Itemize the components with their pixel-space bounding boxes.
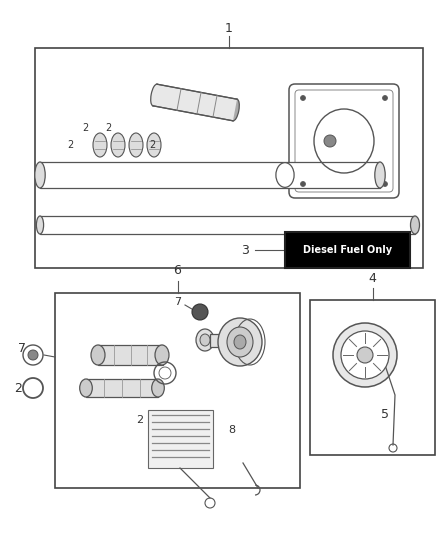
Bar <box>285 232 410 268</box>
Text: 2: 2 <box>105 123 111 133</box>
Bar <box>210 334 228 347</box>
Ellipse shape <box>227 327 253 357</box>
Ellipse shape <box>155 345 169 365</box>
Ellipse shape <box>129 133 143 157</box>
Polygon shape <box>153 84 237 121</box>
Ellipse shape <box>200 334 210 346</box>
Ellipse shape <box>91 345 105 365</box>
Text: 5: 5 <box>381 408 389 422</box>
Ellipse shape <box>147 133 161 157</box>
Text: 2: 2 <box>82 123 88 133</box>
Bar <box>55 293 300 488</box>
Ellipse shape <box>93 133 107 157</box>
Ellipse shape <box>196 329 214 351</box>
Ellipse shape <box>218 318 262 366</box>
Ellipse shape <box>152 379 164 397</box>
Text: 2: 2 <box>149 140 155 150</box>
Ellipse shape <box>333 323 397 387</box>
Text: 1: 1 <box>225 21 233 35</box>
Ellipse shape <box>382 182 388 187</box>
Bar <box>86 379 158 397</box>
Text: 4: 4 <box>368 271 376 285</box>
Ellipse shape <box>382 95 388 101</box>
FancyBboxPatch shape <box>289 84 399 198</box>
Text: 2: 2 <box>137 415 144 425</box>
Ellipse shape <box>300 182 305 187</box>
Ellipse shape <box>300 95 305 101</box>
Ellipse shape <box>375 162 385 188</box>
Text: 8: 8 <box>229 425 236 435</box>
Ellipse shape <box>28 350 38 360</box>
Ellipse shape <box>357 347 373 363</box>
Text: Diesel Fuel Only: Diesel Fuel Only <box>303 245 392 255</box>
Text: 2: 2 <box>14 382 22 394</box>
Bar <box>35 48 423 268</box>
Ellipse shape <box>341 331 389 379</box>
Bar <box>148 410 213 468</box>
Ellipse shape <box>35 162 45 188</box>
Text: 7: 7 <box>18 342 26 354</box>
Ellipse shape <box>151 84 159 106</box>
Bar <box>40 162 380 188</box>
Ellipse shape <box>36 216 44 234</box>
Ellipse shape <box>234 335 246 349</box>
Text: 3: 3 <box>241 244 249 256</box>
Text: 2: 2 <box>67 140 73 150</box>
Bar <box>310 300 435 455</box>
Text: 7: 7 <box>174 297 182 307</box>
Bar <box>98 345 163 365</box>
Ellipse shape <box>80 379 92 397</box>
Bar <box>40 216 415 234</box>
Text: 6: 6 <box>173 264 181 278</box>
Ellipse shape <box>324 135 336 147</box>
Ellipse shape <box>410 216 420 234</box>
Ellipse shape <box>276 163 294 188</box>
Ellipse shape <box>192 304 208 320</box>
Ellipse shape <box>231 99 239 121</box>
Ellipse shape <box>111 133 125 157</box>
